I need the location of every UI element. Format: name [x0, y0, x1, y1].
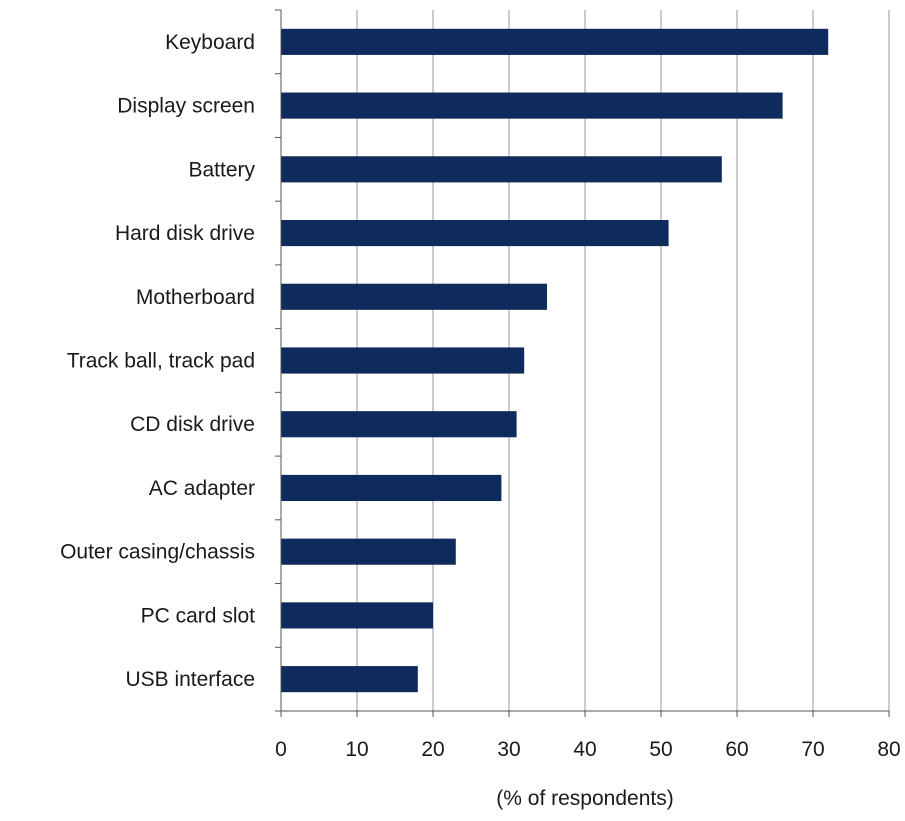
category-labels: Keyboard Display screen Battery Hard disk d… — [60, 31, 255, 691]
bar — [281, 474, 502, 502]
x-tick-label: 70 — [801, 738, 824, 761]
axes — [275, 9, 890, 717]
category-label: Keyboard — [165, 31, 255, 54]
category-label: Battery — [188, 158, 255, 181]
bar — [281, 411, 517, 438]
x-tick-label: 20 — [421, 738, 444, 761]
category-label: Display screen — [117, 95, 255, 118]
x-axis-title: (% of respondents) — [496, 787, 673, 810]
x-tick-label: 50 — [649, 738, 672, 761]
category-label: USB interface — [125, 668, 255, 691]
x-tick-label: 60 — [725, 738, 748, 761]
x-tick-labels: 0 10 20 30 40 50 60 70 80 — [275, 738, 901, 761]
category-label: Motherboard — [136, 286, 255, 309]
bar — [281, 219, 669, 247]
bar — [281, 347, 525, 374]
x-tick-label: 0 — [275, 738, 287, 761]
category-label: CD disk drive — [130, 413, 255, 436]
x-tick-label: 30 — [497, 738, 520, 761]
x-tick-label: 40 — [573, 738, 596, 761]
category-label: Outer casing/chassis — [60, 541, 255, 564]
category-label: Hard disk drive — [115, 222, 255, 245]
bars — [281, 28, 829, 693]
bar — [281, 92, 783, 119]
bar — [281, 538, 456, 565]
bar — [281, 602, 433, 629]
bar — [281, 28, 829, 55]
x-tick-label: 80 — [877, 738, 900, 761]
category-label: AC adapter — [149, 477, 255, 500]
bar — [281, 666, 418, 693]
category-label: Track ball, track pad — [67, 350, 255, 373]
category-label: PC card slot — [141, 604, 256, 627]
bar — [281, 156, 722, 183]
bar — [281, 283, 547, 310]
x-tick-label: 10 — [345, 738, 368, 761]
